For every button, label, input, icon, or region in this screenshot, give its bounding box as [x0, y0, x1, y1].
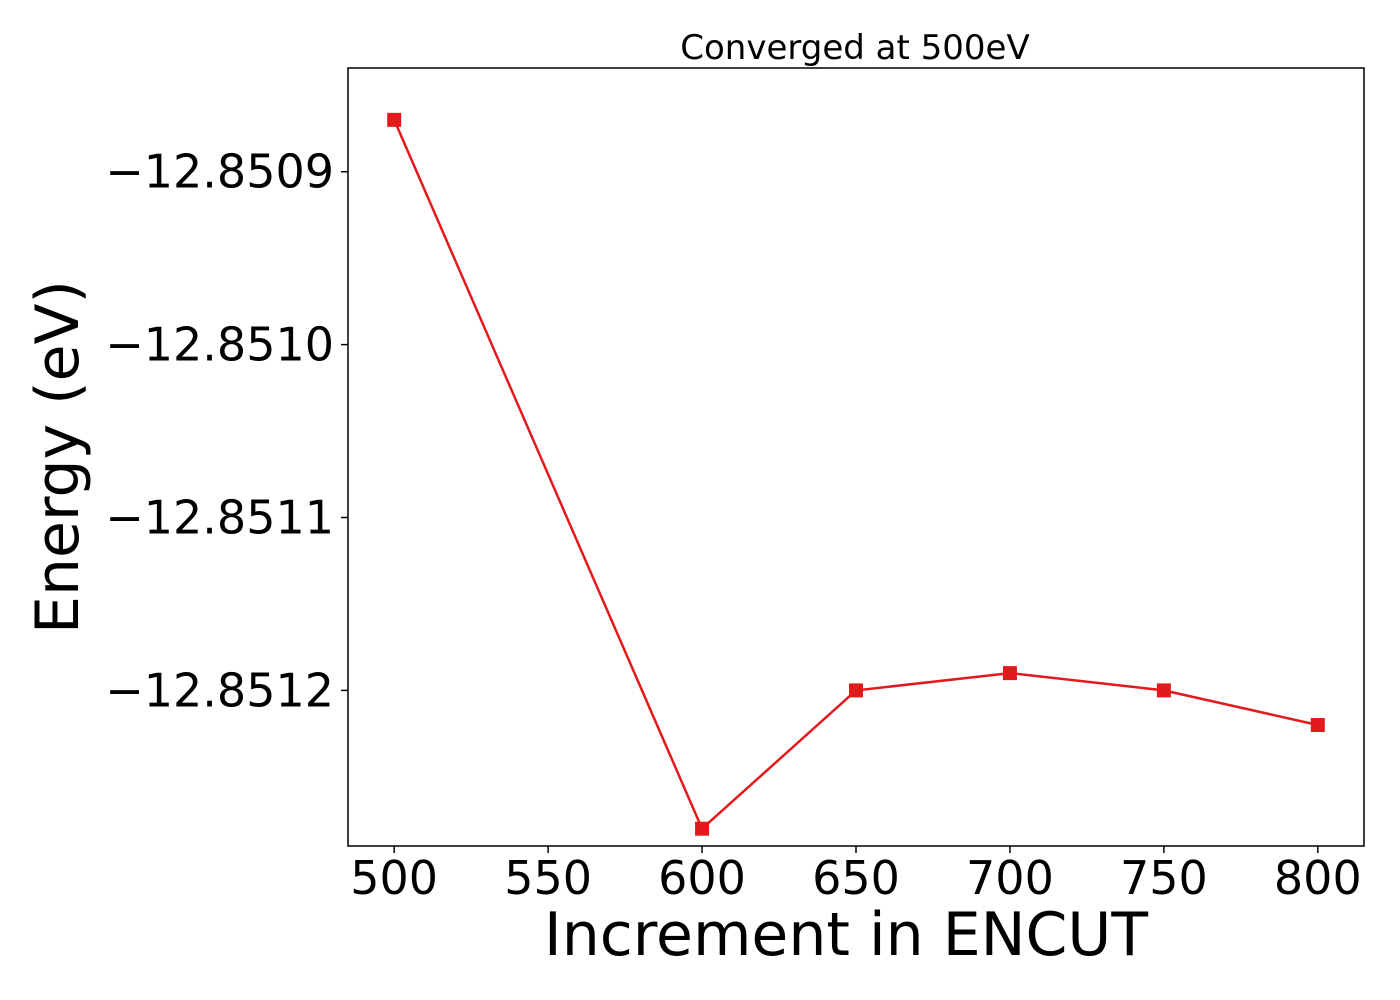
data-point-marker — [1310, 717, 1325, 732]
y-tick-label: −12.8509 — [105, 145, 334, 199]
data-point-marker — [695, 821, 710, 836]
data-point-marker — [849, 683, 863, 698]
x-axis-label: Increment in ENCUT — [544, 900, 1148, 970]
data-point-marker — [1002, 666, 1017, 681]
chart-title: Converged at 500eV — [680, 28, 1029, 68]
y-axis-label: Energy (eV) — [23, 280, 93, 634]
x-tick-label: 700 — [966, 851, 1054, 905]
plot-frame — [347, 67, 1365, 847]
series-layer — [387, 112, 1325, 836]
x-tick-label: 650 — [812, 851, 900, 905]
y-tick-label: −12.8510 — [105, 318, 334, 372]
x-tick-label: 750 — [1120, 851, 1208, 905]
y-tick-label: −12.8512 — [105, 663, 334, 717]
data-point-marker — [387, 112, 402, 127]
x-tick-label: 550 — [504, 851, 592, 905]
data-point-marker — [1156, 683, 1171, 698]
y-tick-label: −12.8511 — [105, 491, 334, 545]
x-tick-label: 800 — [1274, 851, 1362, 905]
x-tick-label: 500 — [350, 851, 438, 905]
x-axis: 500 550 600 650 700 750 800 — [350, 846, 1362, 905]
series-line — [393, 119, 1319, 831]
x-tick-label: 600 — [658, 851, 746, 905]
y-axis: −12.8509 −12.8510 −12.8511 −12.8512 — [105, 145, 348, 717]
